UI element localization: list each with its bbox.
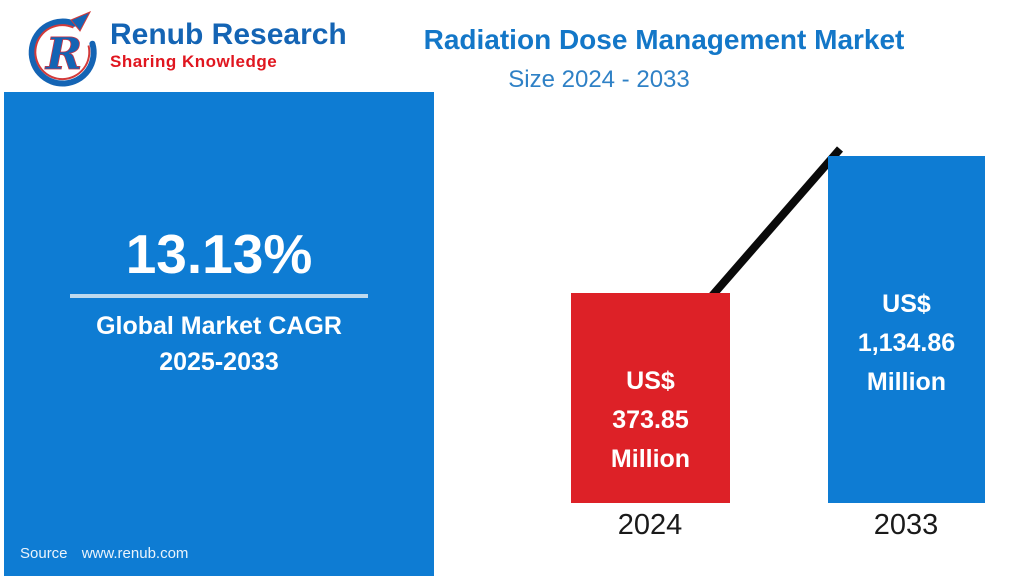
source-line: Source www.renub.com bbox=[20, 545, 188, 562]
bar-2024-value-label: US$ 373.85 Million bbox=[611, 362, 690, 479]
page-title: Radiation Dose Management Market bbox=[423, 24, 905, 55]
cagr-panel: 13.13% Global Market CAGR 2025-2033 Sour… bbox=[4, 92, 434, 576]
cagr-label-line1: Global Market CAGR bbox=[96, 312, 342, 340]
source-url-text: www.renub.com bbox=[81, 545, 189, 562]
x-axis-label-2024: 2024 bbox=[617, 509, 683, 541]
bar-2024: US$ 373.85 Million bbox=[571, 293, 730, 503]
source-prefix-label: Source bbox=[20, 545, 68, 562]
cagr-underline-divider bbox=[70, 294, 368, 298]
bar-2024-line3: Million bbox=[610, 444, 691, 473]
x-axis-label-2033: 2033 bbox=[873, 509, 939, 541]
renub-logo: R Renub Research Sharing Knowledge bbox=[22, 8, 402, 88]
svg-text:R: R bbox=[44, 29, 83, 80]
cagr-value: 13.13% bbox=[125, 223, 313, 285]
renub-swirl-logo-icon: R bbox=[28, 10, 97, 87]
logo-text: Renub Research Sharing Knowledge bbox=[110, 18, 347, 72]
bar-2033-line2: 1,134.86 bbox=[857, 329, 956, 357]
title-block: Radiation Dose Management Market Size 20… bbox=[404, 24, 964, 94]
bar-2033-line1: US$ bbox=[882, 290, 931, 318]
bar-2033: US$ 1,134.86 Million bbox=[828, 156, 985, 503]
bar-2024-line2: 373.85 bbox=[612, 405, 689, 434]
cagr-label-line2: 2025-2033 bbox=[159, 348, 279, 376]
page-subtitle: Size 2024 - 2033 bbox=[508, 66, 690, 93]
bar-2024-line1: US$ bbox=[626, 366, 675, 395]
logo-tagline: Sharing Knowledge bbox=[110, 52, 278, 71]
bar-2033-value-label: US$ 1,134.86 Million bbox=[858, 285, 955, 402]
logo-company-name: Renub Research bbox=[110, 18, 347, 51]
cagr-block: 13.13% Global Market CAGR 2025-2033 bbox=[4, 227, 434, 380]
bar-2033-line3: Million bbox=[866, 368, 947, 396]
